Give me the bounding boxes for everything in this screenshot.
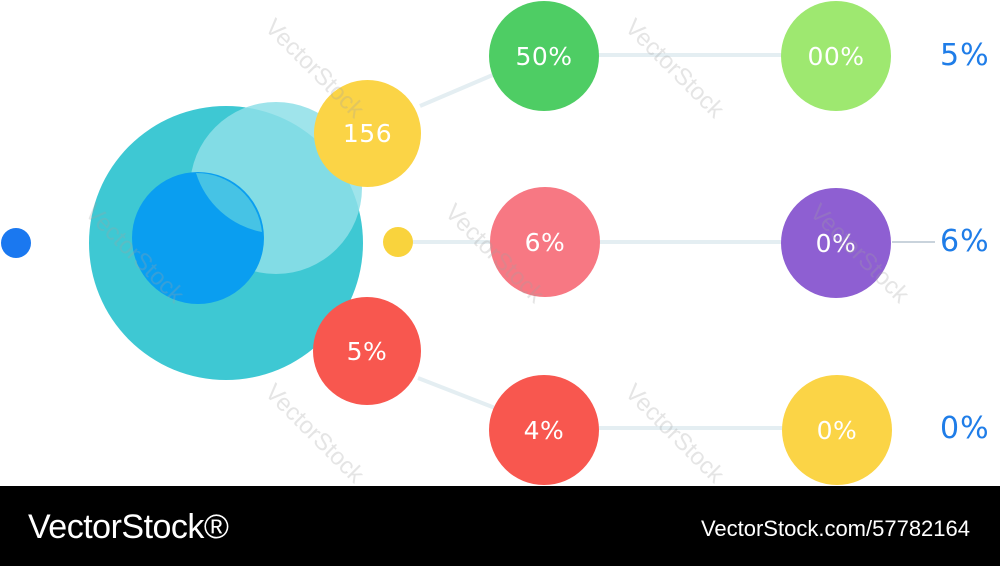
side-label-middle: 6% [940, 224, 990, 259]
big-circle-overlap [196, 172, 262, 232]
side-label-top: 5% [940, 38, 990, 73]
node-0-percent-yellow-label: 0% [816, 415, 858, 445]
small-yellow-dot [383, 227, 413, 257]
node-156-label: 156 [342, 119, 393, 148]
side-label-bottom: 0% [940, 411, 990, 446]
node-50-percent: 50% [489, 1, 599, 111]
big-circle-inner [132, 172, 264, 304]
node-0-percent-purple: 0% [781, 188, 891, 298]
node-00-percent: 00% [781, 1, 891, 111]
connectors [412, 53, 935, 430]
infographic-canvas: 156 5% 50% 6% 4% 00% 0% 0% 5% 6% 0% Vect… [1, 1, 990, 486]
footer-image-id: VectorStock.com/57782164 [700, 516, 970, 541]
node-156: 156 [314, 80, 421, 187]
node-6-percent-label: 6% [524, 227, 566, 257]
node-4-percent-label: 4% [523, 415, 565, 445]
footer-bar: VectorStock® VectorStock.com/57782164 [0, 486, 1000, 566]
node-0-percent-purple-label: 0% [815, 228, 857, 258]
node-4-percent: 4% [489, 375, 599, 485]
node-5-percent: 5% [313, 297, 421, 405]
node-5-percent-label: 5% [346, 336, 388, 366]
left-dot [1, 228, 31, 258]
node-0-percent-yellow: 0% [782, 375, 892, 485]
node-00-percent-label: 00% [807, 41, 865, 71]
connector-red-red [417, 376, 496, 410]
connector-yellow-green [419, 72, 496, 108]
footer-brand: VectorStock® [28, 508, 229, 546]
node-6-percent: 6% [490, 187, 600, 297]
node-50-percent-label: 50% [515, 41, 573, 71]
